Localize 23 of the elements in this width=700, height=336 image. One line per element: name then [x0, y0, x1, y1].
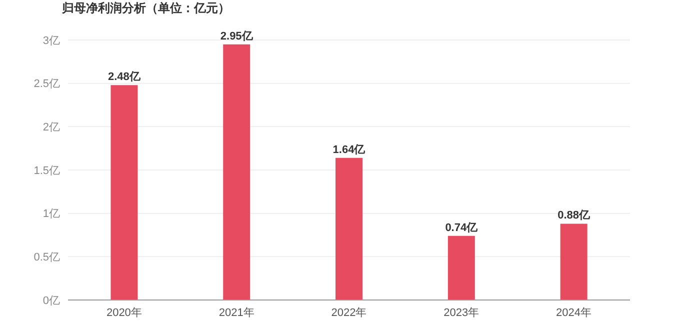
data-label: 0.88亿: [558, 210, 592, 222]
bar: [448, 236, 475, 300]
y-tick-label: 2.5亿: [34, 78, 60, 90]
x-tick-label: 2021年: [218, 306, 254, 319]
y-tick-label: 2亿: [42, 122, 60, 134]
bar: [223, 44, 250, 300]
y-tick-label: 0亿: [42, 294, 60, 307]
y-tick-label: 0.5亿: [34, 252, 60, 264]
data-label: 1.64亿: [332, 144, 366, 156]
y-tick-label: 1亿: [42, 208, 60, 220]
data-label: 2.95亿: [220, 30, 254, 42]
x-tick-label: 2024年: [556, 306, 592, 319]
x-tick-label: 2023年: [444, 306, 480, 319]
data-label: 2.48亿: [108, 71, 142, 84]
y-tick-label: 3亿: [42, 34, 60, 47]
data-label: 0.74亿: [445, 222, 479, 234]
y-tick-label: 1.5亿: [34, 164, 60, 177]
bar: [560, 224, 588, 300]
x-tick-label: 2022年: [331, 306, 367, 319]
bar: [110, 85, 138, 300]
x-tick-label: 2020年: [106, 306, 142, 319]
chart-title: 归母净利润分析（单位：亿元）: [62, 0, 230, 17]
bar: [336, 158, 363, 300]
